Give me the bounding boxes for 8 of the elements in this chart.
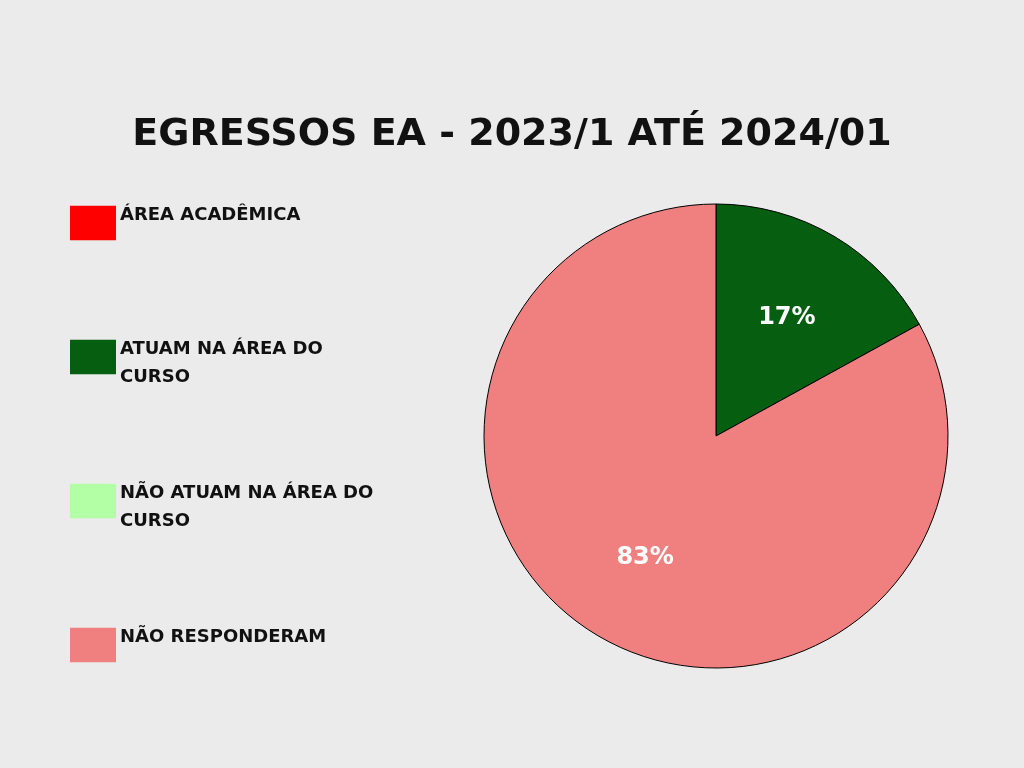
legend-label: NÃO RESPONDERAM [120, 624, 328, 648]
chart-title: EGRESSOS EA - 2023/1 ATÉ 2024/01 [131, 110, 893, 154]
data-label: 17% [758, 302, 816, 331]
legend-label: NÃO ATUAM NA ÁREA DO CURSO [120, 480, 375, 532]
legend-label: ATUAM NA ÁREA DO CURSO [120, 336, 324, 388]
data-label: 83% [616, 541, 674, 570]
legend-label: ÁREA ACADÊMICA [120, 202, 302, 226]
pie-slice [483, 203, 949, 669]
